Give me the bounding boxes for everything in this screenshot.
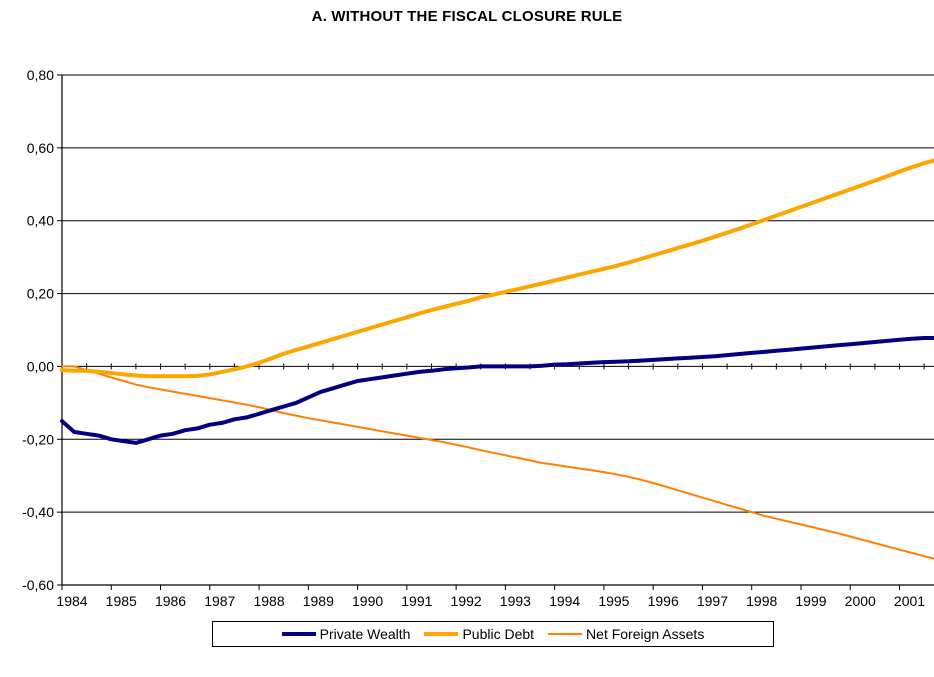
y-tick-label: 0,40 — [27, 213, 54, 229]
legend-label: Public Debt — [462, 626, 535, 642]
y-tick-label: -0,20 — [22, 431, 54, 447]
y-tick-label: 0,00 — [27, 358, 54, 374]
x-tick-label: 1997 — [697, 593, 728, 609]
legend-swatch — [281, 632, 316, 636]
x-tick-label: 1985 — [106, 593, 137, 609]
legend-swatch — [424, 632, 459, 636]
chart-title: A. WITHOUT THE FISCAL CLOSURE RULE — [311, 8, 623, 25]
x-tick-label: 1993 — [500, 593, 531, 609]
x-tick-label: 1990 — [352, 593, 383, 609]
x-tick-label: 1994 — [549, 593, 580, 609]
y-tick-label: 0,60 — [27, 140, 54, 156]
legend-item: Net Foreign Assets — [548, 626, 704, 642]
legend: Private Wealth Public Debt Net Foreign Ass… — [212, 621, 774, 647]
x-tick-label: 1991 — [401, 593, 432, 609]
legend-label: Net Foreign Assets — [586, 626, 705, 642]
x-tick-label: 1992 — [451, 593, 482, 609]
legend-item: Public Debt — [424, 626, 534, 642]
y-tick-label: -0,40 — [22, 504, 54, 520]
legend-swatch — [548, 633, 583, 635]
y-tick-label: 0,20 — [27, 286, 54, 302]
x-tick-label: 1995 — [598, 593, 629, 609]
x-tick-label: 1999 — [795, 593, 826, 609]
x-tick-label: 1987 — [204, 593, 235, 609]
x-tick-label: 2000 — [845, 593, 876, 609]
x-tick-label: 1986 — [155, 593, 186, 609]
x-tick-label: 1988 — [253, 593, 284, 609]
y-tick-label: 0,80 — [27, 67, 54, 83]
x-tick-label: 1989 — [303, 593, 334, 609]
series-line-private-wealth — [60, 336, 934, 445]
series-line-public-debt — [60, 158, 934, 379]
legend-item: Private Wealth — [281, 626, 411, 642]
series-line-net-foreign-assets — [61, 365, 934, 560]
x-tick-label: 1998 — [746, 593, 777, 609]
legend-label: Private Wealth — [319, 626, 411, 642]
y-tick-label: -0,60 — [22, 577, 54, 593]
x-tick-label: 2001 — [894, 593, 925, 609]
x-tick-label: 1996 — [648, 593, 679, 609]
x-tick-label: 1984 — [56, 593, 87, 609]
